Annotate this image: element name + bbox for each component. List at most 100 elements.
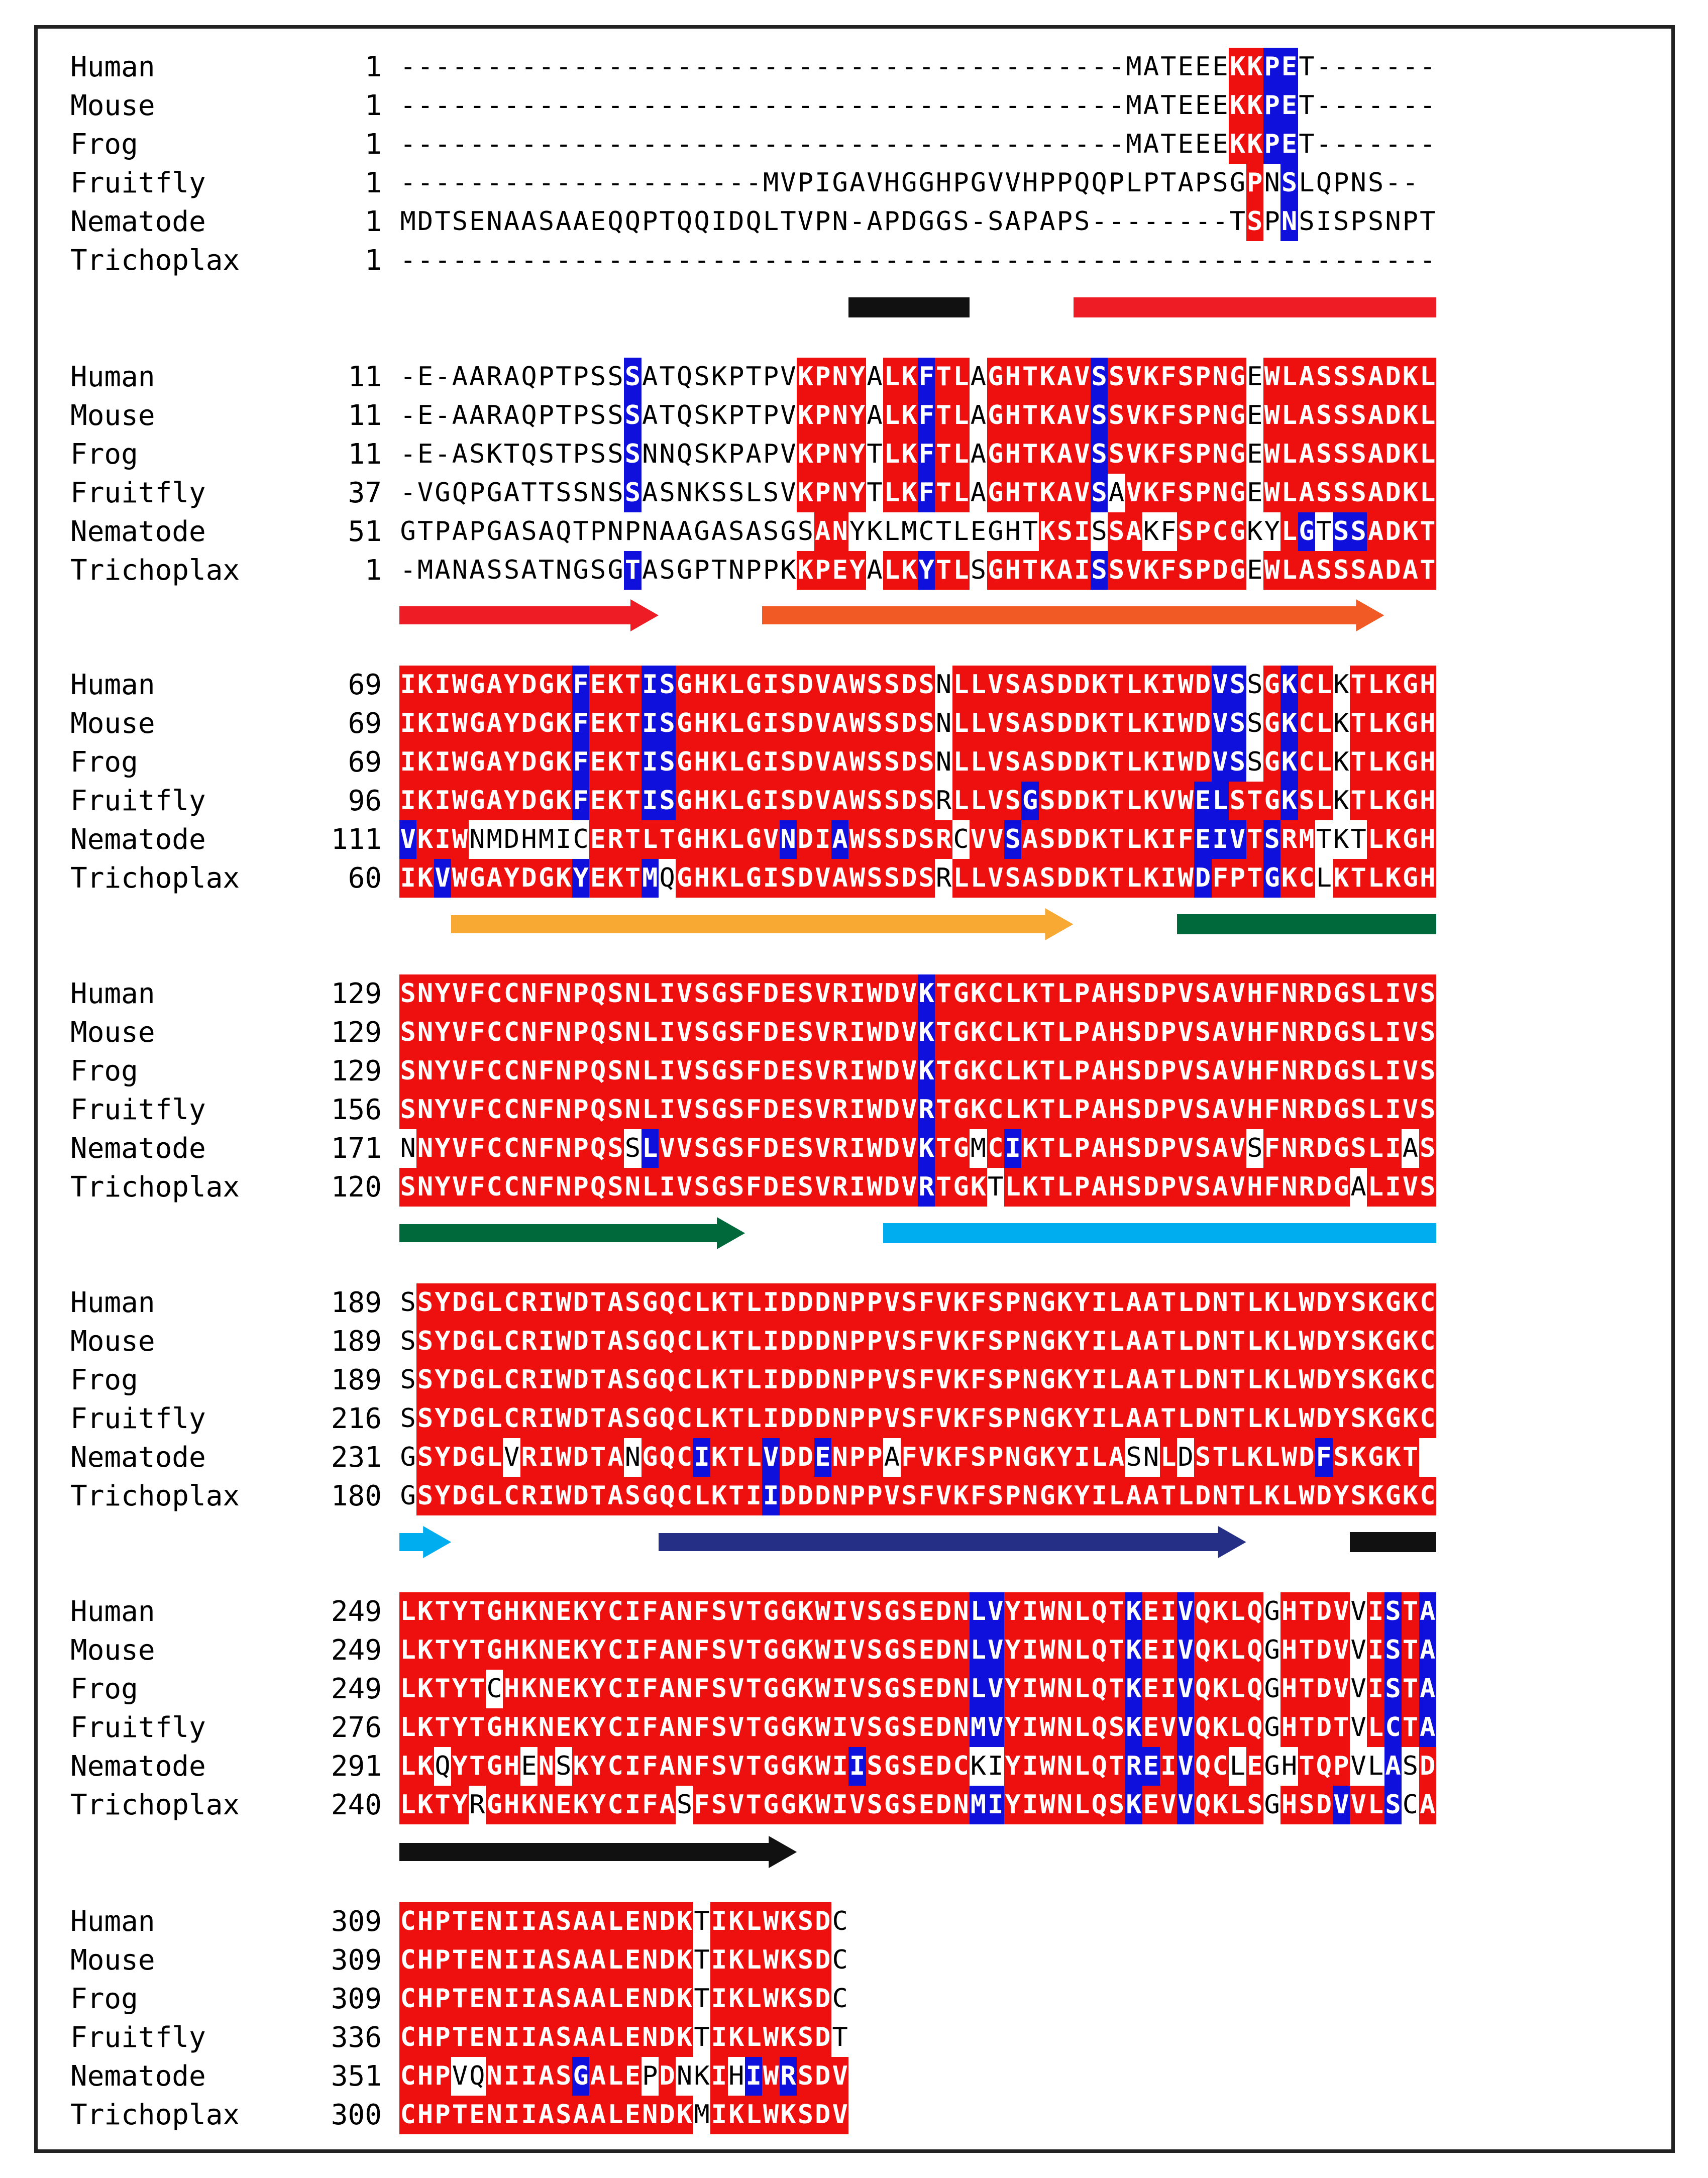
residue: - [1074,90,1090,121]
residue: H [503,1631,520,1670]
residue: - [486,168,502,198]
residue: K [900,551,918,590]
species-name: Trichoplax [70,1480,240,1512]
residue: I [659,1013,676,1052]
residue: G [486,1592,503,1631]
residue: N [1280,1013,1298,1052]
residue: S [900,1361,918,1399]
residue: S [1246,202,1263,241]
residue: - [538,129,555,159]
residue: I [399,859,417,898]
residue: N [641,2096,659,2134]
residue: - [624,168,641,198]
residue: L [1367,743,1384,782]
residue: K [727,2018,745,2057]
residue: T [659,362,675,392]
residue: L [1073,1670,1091,1708]
residue: S [1177,358,1195,396]
ss-bar-black [1350,1532,1436,1552]
residue: K [1142,704,1160,743]
residue: F [641,1631,659,1670]
residue: C [399,1941,417,1980]
residue: - [1333,245,1349,275]
residue: L [1246,1283,1263,1322]
residue: K [416,782,434,820]
residue: V [1402,974,1419,1013]
residue: Y [434,1091,452,1129]
residue: A [1419,1708,1436,1747]
residue: G [1229,551,1246,590]
residue: N [1143,1442,1159,1472]
residue: A [831,820,849,859]
residue: T [1419,551,1436,590]
residue: K [1280,666,1298,704]
residue: K [572,1786,590,1824]
residue: G [468,704,486,743]
residue: T [1299,129,1315,159]
species-name: Nematode [70,1750,206,1783]
residue: - [970,206,987,237]
residue: I [503,2096,520,2134]
residue: - [1091,129,1107,159]
residue: L [953,516,969,547]
residue: C [399,2096,417,2134]
residue: L [1004,1052,1022,1091]
residue: Y [1004,1747,1022,1786]
residue: A [1091,1168,1108,1207]
residue: T [694,1906,710,1936]
residue: T [1160,129,1177,159]
ss-arrow-shape [451,908,1074,940]
residue: S [900,1477,918,1515]
residue: P [434,2018,452,2057]
residue: I [624,1708,642,1747]
residue: T [1108,1592,1125,1631]
residue: D [572,1438,590,1477]
residue: G [710,1091,728,1129]
species-name: Trichoplax [70,1789,240,1821]
residue: - [1056,245,1073,275]
residue: A [1021,666,1039,704]
residue: D [728,206,744,237]
residue: K [416,1747,434,1786]
residue: P [848,1283,866,1322]
residue: S [1038,820,1056,859]
residue: A [1125,1283,1143,1322]
residue: G [468,1399,486,1438]
residue: G [762,1592,780,1631]
residue: E [1142,1670,1160,1708]
residue: D [1073,820,1091,859]
residue: H [1419,782,1436,820]
residue: G [935,206,952,237]
residue: E [1142,1747,1160,1786]
residue: V [900,974,918,1013]
residue: Q [452,478,468,508]
residue: L [1280,1477,1298,1515]
residue: Y [1004,1592,1022,1631]
residue: G [1021,1438,1039,1477]
residue: W [848,859,866,898]
residue: D [779,1477,797,1515]
residue: S [1263,820,1281,859]
residue: V [1229,1168,1246,1207]
residue: G [486,1786,503,1824]
residue: T [451,1941,469,1980]
residue: G [1402,859,1419,898]
residue: S [1350,396,1367,435]
residue: D [1056,704,1074,743]
residue: P [814,435,831,474]
residue: S [866,820,884,859]
species-name: Trichoplax [70,1171,240,1204]
residue: K [1038,1438,1056,1477]
residue: G [1384,1283,1402,1322]
residue: S [555,2057,572,2096]
residue: C [503,1129,520,1168]
residue: T [1159,1322,1177,1361]
residue: P [1159,1013,1177,1052]
species-name: Mouse [70,1634,155,1667]
residue: I [538,1477,555,1515]
residue: E [1142,1786,1160,1824]
residue: - [711,168,727,198]
residue: V [676,1013,693,1052]
residue: N [676,478,693,508]
residue: S [416,1322,434,1361]
